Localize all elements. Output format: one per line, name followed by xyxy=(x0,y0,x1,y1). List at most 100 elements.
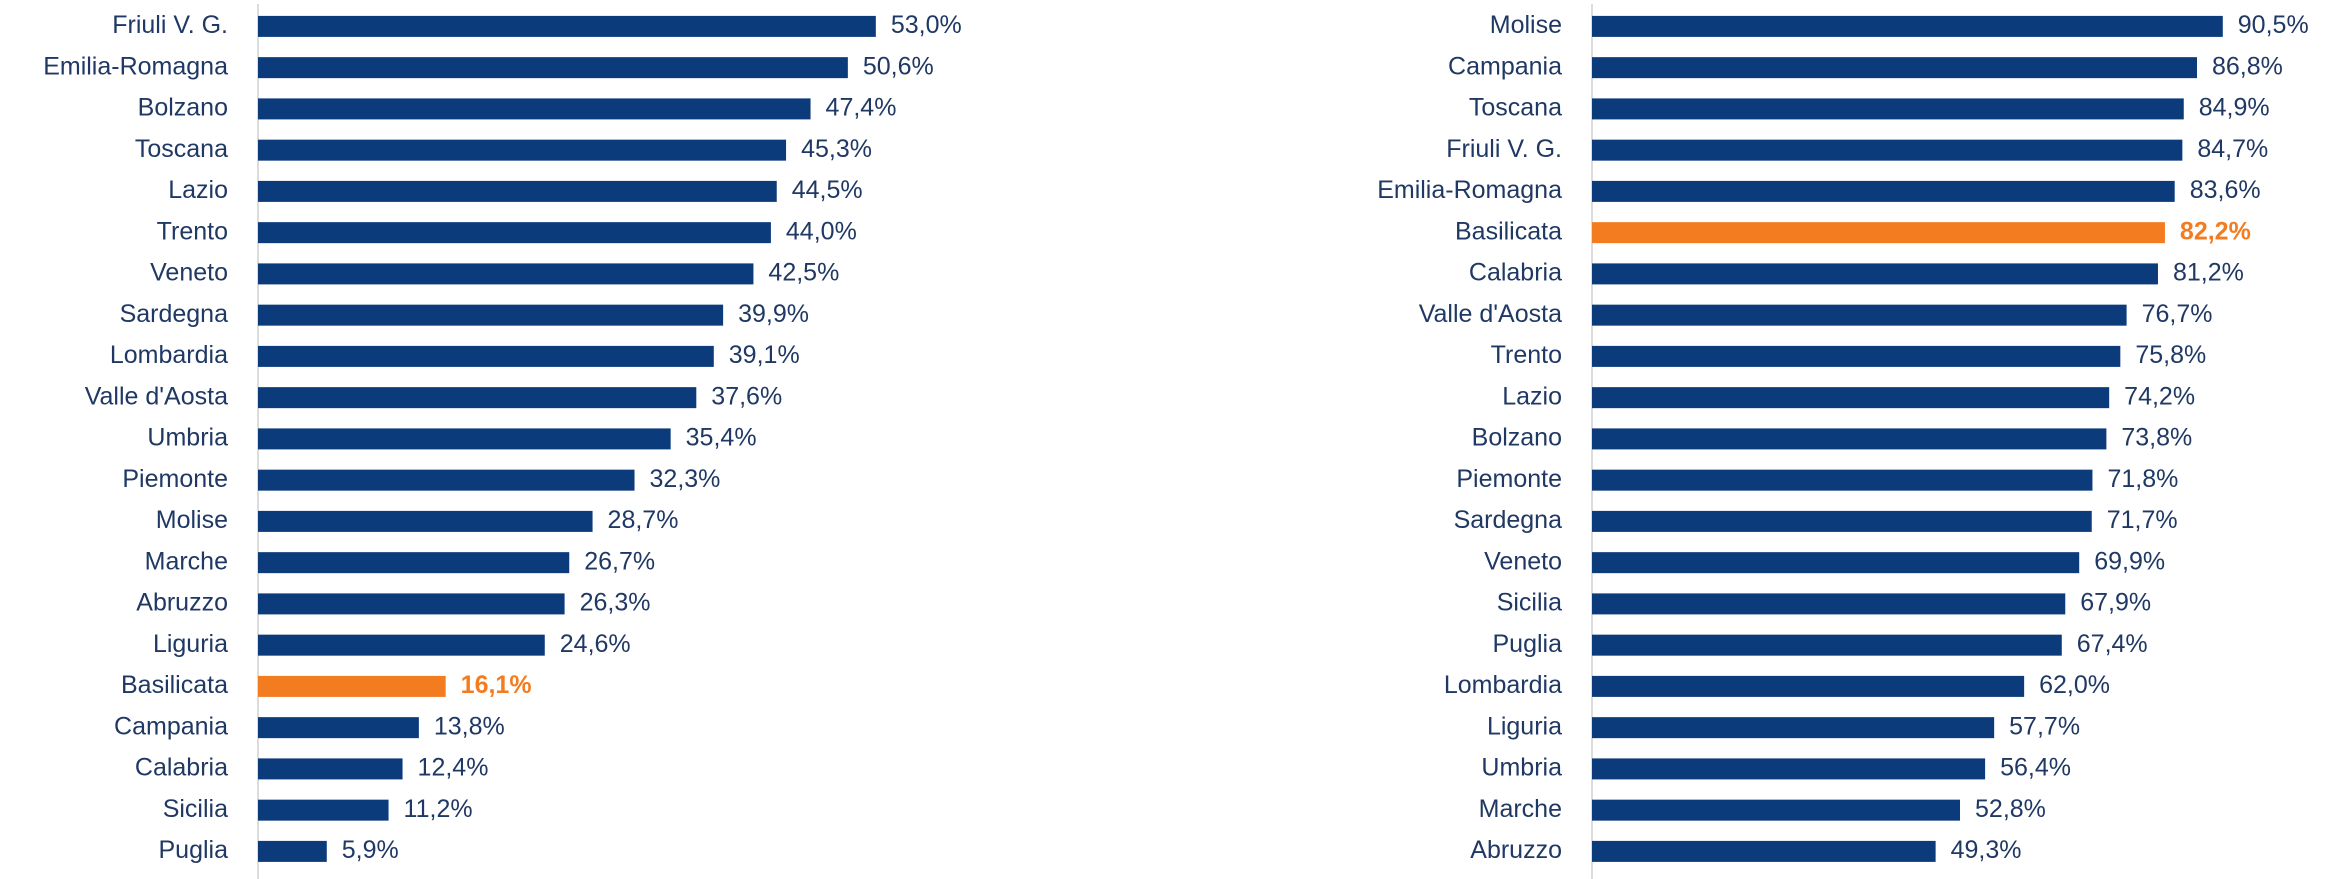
value-label: 45,3% xyxy=(801,135,872,163)
category-label: Molise xyxy=(1490,11,1562,39)
value-label: 24,6% xyxy=(560,630,631,658)
bar xyxy=(1592,387,2110,409)
bar xyxy=(258,180,777,202)
bar xyxy=(1592,840,1936,862)
bar xyxy=(258,675,446,697)
bar xyxy=(258,263,754,285)
category-label: Marche xyxy=(145,547,228,575)
category-label: Piemonte xyxy=(122,465,228,493)
category-label: Trento xyxy=(1491,341,1562,369)
category-label: Calabria xyxy=(1469,259,1562,287)
category-label: Veneto xyxy=(150,259,228,287)
bar xyxy=(1592,510,2092,532)
category-label: Valle d'Aosta xyxy=(85,382,228,410)
bar xyxy=(1592,304,2127,326)
value-label: 75,8% xyxy=(2135,341,2206,369)
bar xyxy=(258,552,570,574)
bar xyxy=(1592,593,2066,615)
value-label: 47,4% xyxy=(826,94,897,122)
value-label: 32,3% xyxy=(650,465,721,493)
category-label: Trento xyxy=(157,217,228,245)
value-label: 5,9% xyxy=(342,836,399,864)
bar xyxy=(1592,15,2223,37)
category-label: Umbria xyxy=(147,424,228,452)
value-label: 73,8% xyxy=(2121,424,2192,452)
category-label: Sicilia xyxy=(1497,589,1562,617)
category-label: Liguria xyxy=(153,630,228,658)
value-label: 35,4% xyxy=(686,424,757,452)
category-label: Veneto xyxy=(1484,547,1562,575)
bar xyxy=(258,139,787,161)
category-label: Lombardia xyxy=(110,341,228,369)
value-label: 16,1% xyxy=(461,671,532,699)
value-label: 37,6% xyxy=(711,382,782,410)
bar xyxy=(258,717,419,739)
value-label: 81,2% xyxy=(2173,259,2244,287)
value-label: 74,2% xyxy=(2124,382,2195,410)
bar xyxy=(1592,57,2197,79)
bar xyxy=(1592,675,2025,697)
bar xyxy=(258,57,848,79)
category-label: Lombardia xyxy=(1444,671,1562,699)
value-label: 56,4% xyxy=(2000,754,2071,782)
value-label: 53,0% xyxy=(891,11,962,39)
value-label: 84,9% xyxy=(2199,94,2270,122)
bar xyxy=(1592,98,2184,120)
category-label: Lazio xyxy=(168,176,228,204)
category-label: Valle d'Aosta xyxy=(1419,300,1562,328)
bar xyxy=(258,799,389,821)
category-label: Molise xyxy=(156,506,228,534)
value-label: 71,8% xyxy=(2107,465,2178,493)
value-label: 71,7% xyxy=(2107,506,2178,534)
category-label: Abruzzo xyxy=(136,589,228,617)
category-label: Toscana xyxy=(1469,94,1562,122)
value-label: 26,7% xyxy=(584,547,655,575)
value-label: 62,0% xyxy=(2039,671,2110,699)
value-label: 26,3% xyxy=(580,589,651,617)
bar xyxy=(258,593,565,615)
category-label: Friuli V. G. xyxy=(1446,135,1562,163)
bar xyxy=(258,98,811,120)
bar xyxy=(258,345,714,367)
value-label: 67,4% xyxy=(2077,630,2148,658)
category-label: Marche xyxy=(1479,795,1562,823)
value-label: 39,1% xyxy=(729,341,800,369)
bar xyxy=(258,840,327,862)
value-label: 39,9% xyxy=(738,300,809,328)
category-label: Bolzano xyxy=(1472,424,1562,452)
category-label: Liguria xyxy=(1487,712,1562,740)
bar xyxy=(258,222,771,244)
value-label: 57,7% xyxy=(2009,712,2080,740)
category-label: Sardegna xyxy=(120,300,229,328)
category-label: Basilicata xyxy=(1455,217,1562,245)
bar xyxy=(258,428,671,450)
category-label: Friuli V. G. xyxy=(112,11,228,39)
value-label: 52,8% xyxy=(1975,795,2046,823)
value-label: 11,2% xyxy=(404,795,473,823)
value-label: 49,3% xyxy=(1951,836,2022,864)
value-label: 90,5% xyxy=(2238,11,2309,39)
bar xyxy=(258,510,593,532)
value-label: 84,7% xyxy=(2197,135,2268,163)
category-label: Abruzzo xyxy=(1470,836,1562,864)
category-label: Puglia xyxy=(159,836,229,864)
bar xyxy=(1592,180,2175,202)
category-label: Basilicata xyxy=(121,671,228,699)
category-label: Puglia xyxy=(1493,630,1563,658)
value-label: 13,8% xyxy=(434,712,505,740)
bar xyxy=(1592,222,2165,244)
bar xyxy=(1592,428,2107,450)
bar xyxy=(1592,345,2121,367)
value-label: 50,6% xyxy=(863,52,934,80)
bar xyxy=(258,634,545,656)
category-label: Emilia-Romagna xyxy=(1377,176,1562,204)
bar xyxy=(1592,139,2183,161)
category-label: Campania xyxy=(1448,52,1562,80)
bar xyxy=(258,387,697,409)
category-label: Campania xyxy=(114,712,228,740)
value-label: 42,5% xyxy=(768,259,839,287)
value-label: 12,4% xyxy=(418,754,489,782)
category-label: Piemonte xyxy=(1456,465,1562,493)
value-label: 86,8% xyxy=(2212,52,2283,80)
